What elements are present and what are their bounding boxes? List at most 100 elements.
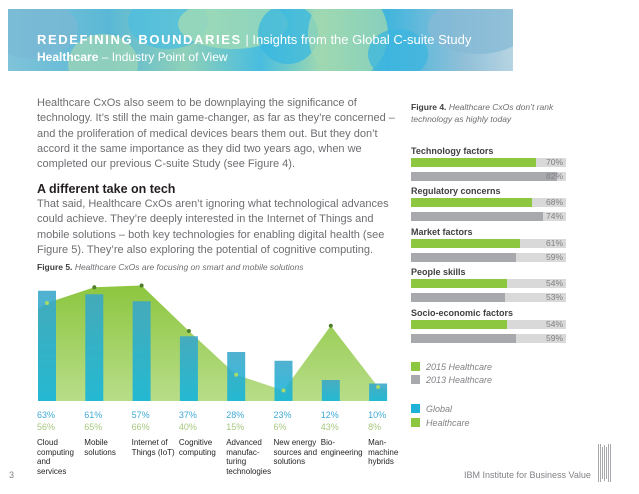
header-banner: REDEFINING BOUNDARIES | Insights from th…	[8, 9, 513, 71]
bar-fill	[411, 320, 508, 329]
value-labels: 57% 66%	[132, 409, 150, 433]
factor-group-label: Socio-economic factors	[411, 308, 514, 318]
global-bar	[369, 383, 388, 401]
category-label: New energy sources and solutions	[274, 438, 322, 467]
factor-group-label: Technology factors	[411, 146, 494, 156]
figure5-chart	[38, 283, 388, 401]
category-label-line: Man-machine	[368, 438, 399, 457]
healthcare-point	[328, 323, 333, 328]
healthcare-value-label: 43%	[320, 422, 339, 432]
bar-2013: 53%	[411, 292, 566, 302]
legend-swatch-blue	[411, 404, 420, 413]
healthcare-point	[234, 372, 239, 377]
global-bar	[85, 294, 104, 401]
global-bar	[132, 301, 151, 401]
bar-2015: 61%	[411, 238, 566, 248]
healthcare-value-label: 66%	[131, 422, 150, 432]
category-label-line: Cognitive	[178, 438, 213, 447]
bar-value-label: 74%	[545, 211, 563, 221]
category-label-line: manufac-	[226, 447, 260, 457]
bar-2015: 68%	[411, 197, 566, 207]
publisher-name: IBM Institute for Business Value	[464, 470, 591, 480]
legend-global: Global	[411, 404, 452, 414]
healthcare-point	[45, 301, 49, 305]
legend-2013-healthcare: 2013 Healthcare	[411, 375, 492, 385]
value-labels: 28% 15%	[226, 409, 244, 433]
figure5-caption: Figure 5. Healthcare CxOs are focusing o…	[37, 262, 304, 272]
category-label: Bio-engineering	[321, 438, 369, 457]
factor-group-label: Market factors	[411, 227, 473, 237]
section-paragraph: That said, Healthcare CxOs aren’t ignori…	[37, 198, 389, 256]
bar-value-label: 54%	[545, 278, 563, 288]
bar-fill	[411, 253, 517, 262]
global-value-label: 10%	[368, 410, 387, 420]
healthcare-value-label: 6%	[273, 422, 287, 432]
category-label-line: solutions	[273, 457, 306, 466]
legend-swatch-green	[411, 418, 420, 427]
page-number: 3	[9, 470, 15, 480]
category-label-line: computing	[178, 447, 216, 457]
healthcare-point	[376, 385, 381, 389]
global-bar	[38, 290, 56, 401]
legend-healthcare: Healthcare	[411, 418, 470, 428]
category-label-line: hybrids	[368, 457, 394, 466]
legend-2015-healthcare: 2015 Healthcare	[411, 362, 492, 372]
healthcare-point	[281, 388, 286, 393]
bar-fill	[411, 212, 543, 221]
bar-2015: 54%	[411, 278, 566, 288]
category-label-line: New energy	[273, 438, 317, 447]
category-label: Mobile solutions	[84, 438, 132, 457]
bar-value-label: 61%	[545, 238, 563, 248]
ibm-logo-icon	[598, 444, 611, 482]
intro-paragraph: Healthcare CxOs also seem to be downplay…	[37, 97, 395, 171]
category-label-line: turing	[226, 457, 247, 466]
category-label-line: Bio-	[320, 438, 336, 447]
legend-swatch-gray	[411, 375, 420, 384]
category-label-line: technologies	[226, 466, 272, 476]
category-label-line: and	[37, 457, 51, 466]
value-labels: 61% 65%	[84, 409, 102, 433]
healthcare-value-label: 56%	[37, 422, 56, 432]
category-label: Internet of Things (IoT)	[132, 438, 180, 457]
bar-fill	[411, 239, 520, 248]
healthcare-value-label: 8%	[368, 422, 382, 432]
global-value-label: 23%	[273, 410, 292, 420]
category-label: Cloud computing and services	[37, 438, 85, 476]
bar-2013: 59%	[411, 252, 566, 262]
global-bar	[321, 380, 340, 401]
category-label-line: computing	[37, 447, 74, 457]
value-labels: 63% 56%	[37, 409, 55, 433]
bar-value-label: 59%	[545, 333, 563, 343]
category-label: Cognitive computing	[179, 438, 227, 457]
bar-fill	[411, 279, 508, 288]
category-label-line: engineering	[320, 447, 363, 457]
value-labels: 37% 40%	[179, 409, 197, 433]
bar-value-label: 59%	[545, 252, 563, 262]
bar-2015: 70%	[411, 157, 566, 167]
factor-group-label: People skills	[411, 267, 466, 277]
legend-swatch-green	[411, 362, 420, 371]
global-value-label: 57%	[131, 410, 150, 420]
global-value-label: 63%	[37, 410, 56, 420]
global-value-label: 61%	[84, 410, 103, 420]
bar-fill	[411, 198, 533, 207]
healthcare-point	[186, 329, 191, 333]
banner-title: REDEFINING BOUNDARIES | Insights from th…	[37, 32, 472, 47]
category-label-line: Cloud	[37, 438, 58, 447]
bar-fill	[411, 158, 536, 167]
bar-value-label: 68%	[545, 197, 563, 207]
factor-group-label: Regulatory concerns	[411, 186, 501, 196]
healthcare-area	[38, 285, 388, 401]
global-bar	[179, 336, 198, 401]
bar-2013: 82%	[411, 171, 566, 181]
category-label-line: solutions	[84, 447, 116, 457]
healthcare-value-label: 15%	[226, 422, 245, 432]
bar-2013: 59%	[411, 333, 566, 343]
bar-fill	[411, 172, 558, 181]
bar-value-label: 82%	[545, 171, 563, 181]
value-labels: 12% 43%	[321, 409, 339, 433]
category-label-line: services	[37, 466, 67, 476]
figure4-caption: Figure 4. Healthcare CxOs don’t rank tec…	[411, 102, 554, 124]
healthcare-value-label: 40%	[178, 422, 197, 432]
category-label-line: Things (IoT)	[131, 447, 175, 457]
